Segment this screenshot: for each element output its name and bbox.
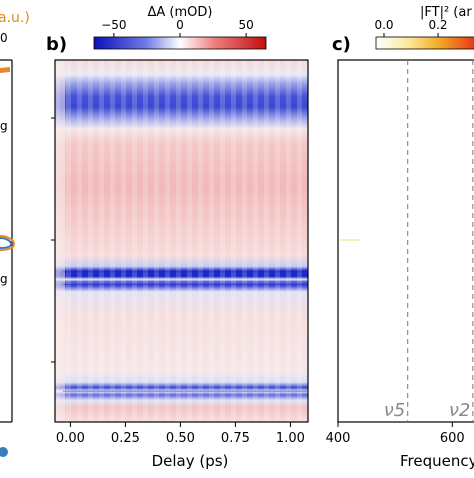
panel-b-colorbar-tick-label: 50 <box>239 18 254 32</box>
panel-c-colorbar-ticks: 0.0 0.2 <box>374 18 448 37</box>
panel-b-label: b) <box>46 34 67 55</box>
panel-a-side-label-top: g <box>0 119 8 133</box>
panel-a-orange-marker <box>0 67 10 73</box>
panel-b-colorbar-tick-label: −50 <box>101 18 126 32</box>
panel-c-xticks: 400 600 <box>326 422 465 446</box>
panel-b: b) ΔA (mOD) −50 0 50 0.00 0.25 0.50 0.75 1.00 … <box>46 5 309 470</box>
panel-b-colorbar-ticks: −50 0 50 <box>101 18 254 37</box>
panel-c-heatmap <box>337 59 474 423</box>
panel-c-colorbar-label: |FT|² (ar <box>420 5 472 20</box>
panel-b-bands <box>63 271 308 392</box>
panel-c-xlabel: Frequency <box>400 452 474 470</box>
panel-c-xtick-label: 400 <box>326 431 351 446</box>
panel-b-xtick-label: 0.00 <box>56 431 85 446</box>
panel-a-blue-trace <box>0 237 13 249</box>
panel-a-partial-marker <box>0 447 8 457</box>
panel-b-colorbar <box>93 36 267 50</box>
panel-c-colorbar <box>375 36 474 50</box>
panel-b-xtick-label: 0.75 <box>221 431 250 446</box>
panel-b-pre-time-zero <box>55 60 65 422</box>
panel-c-mode-label: ν2 <box>449 400 471 421</box>
panel-b-xlabel: Delay (ps) <box>152 452 229 470</box>
panel-a-tick-label: 0 <box>0 31 8 45</box>
panel-b-yticks <box>51 117 55 363</box>
panel-b-oscillation-texture <box>55 60 308 422</box>
panel-b-xtick-label: 1.00 <box>276 431 305 446</box>
panel-b-frame <box>54 59 309 423</box>
panel-b-xtick-label: 0.25 <box>111 431 140 446</box>
panel-c-label: c) <box>332 34 351 55</box>
panel-a-side-label-bottom: g <box>0 272 8 286</box>
panel-c-colorbar-tick-label: 0.2 <box>428 18 447 32</box>
panel-a-axis-label: a.u.) <box>0 10 30 26</box>
panel-b-xtick-label: 0.50 <box>166 431 195 446</box>
panel-b-colorbar-tick-label: 0 <box>176 18 184 32</box>
panel-b-colorbar-label: ΔA (mOD) <box>148 5 213 20</box>
panel-c-xtick-label: 600 <box>440 431 465 446</box>
panel-a-orange-trace <box>0 235 16 251</box>
panel-c-colorbar-tick-label: 0.0 <box>374 18 393 32</box>
panel-c-mode-lines: ν5ν2ν <box>384 60 474 422</box>
panel-b-xticks: 0.00 0.25 0.50 0.75 1.00 <box>56 422 305 446</box>
panel-c-mode-label: ν5 <box>384 400 406 421</box>
panel-a-partial: a.u.) 0 g g <box>0 10 30 457</box>
